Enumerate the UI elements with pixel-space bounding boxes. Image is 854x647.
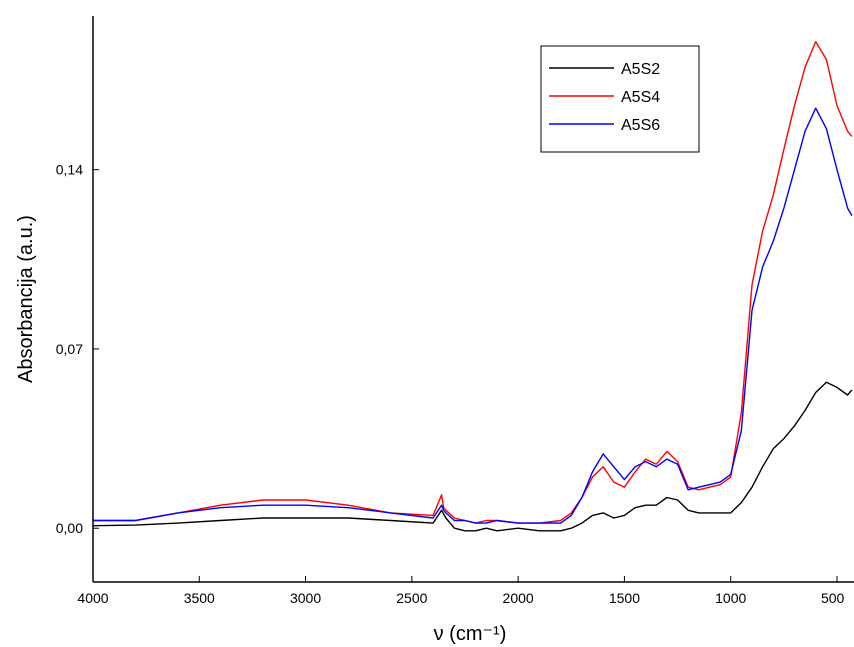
y-tick-label: 0,00 — [56, 520, 83, 536]
x-tick-label: 500 — [821, 590, 845, 606]
legend-items: A5S2 A5S4 A5S6 — [549, 61, 660, 134]
y-tick-label: 0,14 — [56, 162, 83, 178]
plot-area: 4000 3500 3000 2500 2000 1500 1000 500 0,00 0,07 0… — [56, 16, 854, 606]
legend: A5S2 A5S4 A5S6 — [540, 45, 700, 153]
x-tick-label: 1000 — [715, 590, 746, 606]
x-tick-label: 2500 — [396, 590, 427, 606]
series-line-a5s2 — [92, 381, 853, 532]
legend-box — [540, 45, 700, 153]
legend-label: A5S4 — [621, 89, 660, 106]
x-tick-label: 1500 — [609, 590, 640, 606]
y-axis-title: Absorbancija (a.u.) — [15, 215, 37, 383]
x-tick-label: 3000 — [290, 590, 321, 606]
legend-label: A5S2 — [621, 61, 660, 78]
ticks-layer: 4000 3500 3000 2500 2000 1500 1000 500 0,00 0,07 0… — [56, 162, 845, 606]
y-tick-label: 0,07 — [56, 341, 83, 357]
series-line-a5s4 — [93, 40, 853, 524]
x-tick-label: 2000 — [503, 590, 534, 606]
x-tick-label: 4000 — [77, 590, 108, 606]
series-line-a5s6 — [93, 107, 853, 524]
x-axis-title: ν (cm⁻¹) — [434, 623, 507, 645]
series-layer — [92, 40, 853, 532]
x-tick-label: 3500 — [184, 590, 215, 606]
legend-label: A5S6 — [621, 117, 660, 134]
